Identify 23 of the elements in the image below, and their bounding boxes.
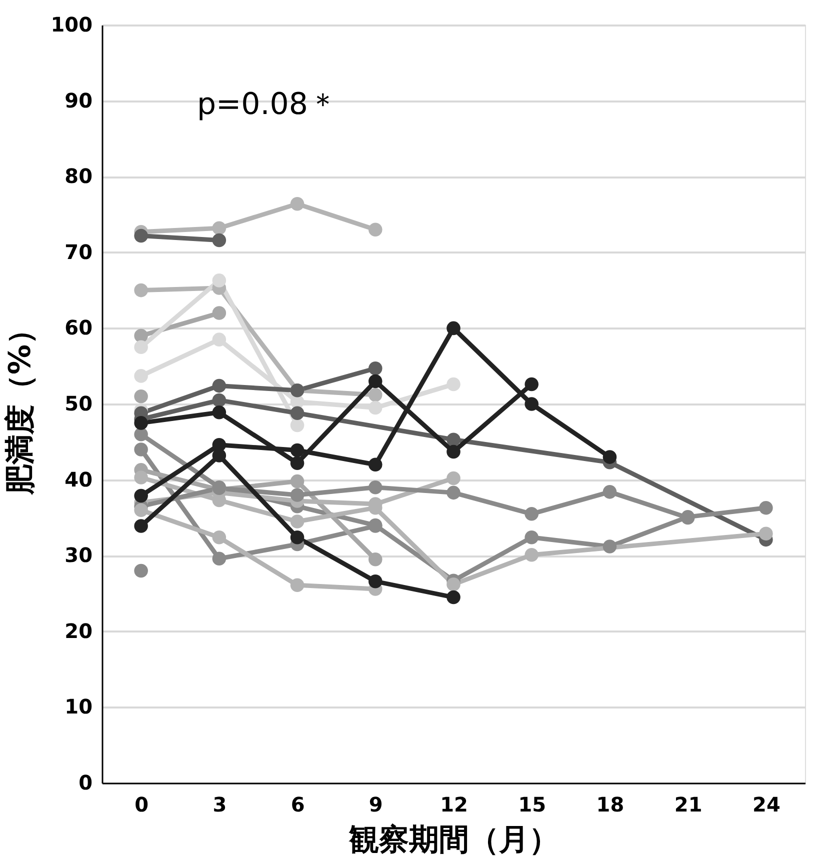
x-tick-label: 9 (368, 792, 383, 816)
y-tick-label: 30 (64, 543, 92, 568)
x-tick-label: 21 (674, 792, 702, 816)
x-axis-title: 観察期間（月） (348, 822, 559, 858)
y-tick-label: 0 (78, 770, 92, 794)
annotation: p=0.08＊ (197, 87, 338, 122)
y-tick-label: 10 (64, 694, 92, 719)
x-tick-label: 12 (440, 792, 468, 816)
y-tick-label: 60 (64, 316, 92, 340)
y-axis-title: 肥満度（%） (2, 314, 38, 496)
x-tick-label: 3 (212, 792, 227, 816)
x-tick-label: 18 (596, 792, 624, 816)
y-tick-label: 50 (64, 392, 92, 416)
x-tick-label: 6 (290, 792, 305, 816)
y-tick-label: 100 (50, 12, 92, 36)
y-tick-label: 40 (64, 467, 92, 492)
y-tick-label: 80 (64, 164, 92, 188)
y-tick-label: 90 (64, 88, 92, 112)
x-tick-label: 0 (134, 792, 149, 816)
y-tick-label: 20 (64, 618, 92, 643)
x-tick-label: 15 (518, 792, 546, 816)
y-tick-label: 70 (64, 240, 92, 264)
x-tick-label: 24 (752, 792, 780, 816)
